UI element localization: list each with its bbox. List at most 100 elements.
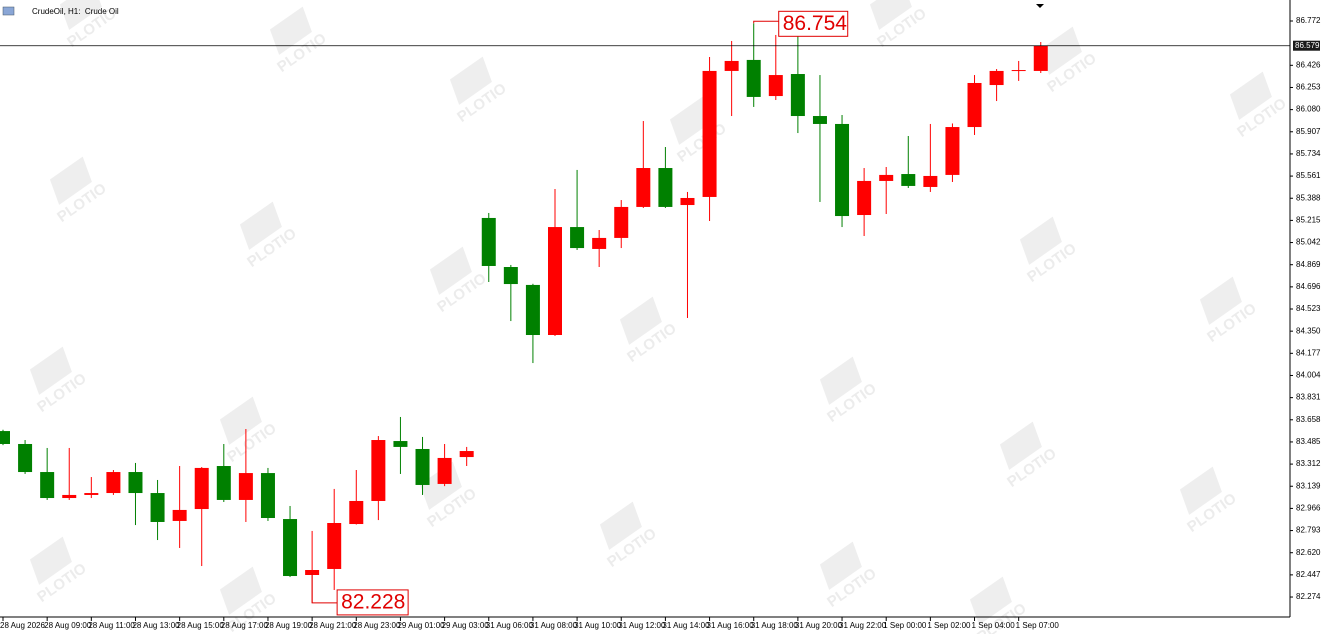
candle-body — [835, 123, 850, 217]
candle-body — [393, 441, 408, 447]
candle-body — [238, 473, 253, 500]
x-tick-label: 29 Aug 03:00 — [442, 621, 490, 630]
candle-body — [371, 440, 386, 501]
candle-body — [746, 59, 761, 97]
watermark-icon — [619, 296, 662, 345]
candle-body — [349, 500, 364, 525]
x-tick-label: 1 Sep 02:00 — [927, 621, 971, 630]
high-connector — [753, 20, 779, 24]
candle-body — [283, 519, 298, 577]
price-label: 86.579 — [1295, 41, 1320, 50]
candle-body — [128, 472, 143, 494]
x-tick-label: 31 Aug 10:00 — [574, 621, 622, 630]
high-label: 86.754 — [783, 12, 848, 35]
candle-body — [525, 284, 540, 336]
candle-body — [503, 267, 518, 285]
watermark-icon — [969, 576, 1012, 625]
watermark-icon — [599, 501, 642, 550]
y-tick-label: 83.312 — [1296, 459, 1321, 468]
watermark-icon — [29, 346, 72, 395]
candle-body — [18, 443, 33, 473]
candle-body — [879, 174, 894, 181]
candle-body — [901, 174, 916, 186]
y-tick-label: 82.793 — [1296, 526, 1321, 535]
watermark-icon — [1019, 216, 1062, 265]
y-tick-label: 85.561 — [1296, 171, 1321, 180]
low-label-box — [336, 589, 409, 616]
candle-body — [172, 509, 187, 521]
y-tick-label: 84.177 — [1296, 348, 1321, 357]
watermark-icon — [869, 0, 912, 30]
shift-marker — [1036, 4, 1044, 8]
watermark-icon — [1229, 71, 1272, 120]
watermark-icon — [1039, 26, 1082, 75]
watermark-icon — [59, 0, 102, 30]
watermark-icon — [269, 6, 312, 55]
x-tick-label: 28 Aug 2026 — [0, 621, 45, 630]
candle-body — [857, 180, 872, 216]
y-tick-label: 83.831 — [1296, 393, 1321, 402]
y-tick-label: 84.350 — [1296, 326, 1321, 335]
watermark-icon — [1179, 466, 1222, 515]
candle-body — [548, 227, 562, 336]
x-tick-label: 28 Aug 11:00 — [88, 621, 135, 630]
plot-area: 86.754 82.228 — [0, 10, 1290, 616]
y-tick-label: 85.042 — [1296, 238, 1321, 247]
watermark-icon — [49, 156, 92, 205]
candle-body — [106, 472, 121, 494]
candle-body — [812, 116, 827, 124]
candle-body — [459, 451, 474, 458]
candle-body — [790, 74, 805, 117]
x-tick-label: 31 Aug 06:00 — [486, 621, 534, 630]
y-tick-label: 86.426 — [1296, 60, 1321, 69]
candle-body — [194, 467, 209, 510]
x-tick-label: 31 Aug 22:00 — [839, 621, 887, 630]
watermark-icon — [819, 356, 862, 405]
candle-body — [614, 206, 629, 238]
candle-body — [437, 457, 452, 484]
candle-body — [327, 523, 342, 569]
candle-body — [305, 570, 320, 575]
x-tick-label: 29 Aug 01:00 — [397, 621, 445, 630]
candle-body — [1033, 45, 1048, 71]
x-tick-label: 28 Aug 23:00 — [353, 621, 401, 630]
x-tick-label: 1 Sep 04:00 — [972, 621, 1016, 630]
watermark-icon — [219, 566, 262, 615]
x-tick-label: 31 Aug 20:00 — [795, 621, 843, 630]
candle-body — [481, 217, 496, 266]
watermark-icon — [429, 246, 472, 295]
candle-body — [570, 227, 585, 249]
x-tick-label: 1 Sep 00:00 — [883, 621, 927, 630]
candle-body — [989, 70, 1004, 86]
low-label: 82.228 — [341, 590, 405, 613]
candle-body — [724, 60, 739, 71]
candle-body — [967, 82, 982, 128]
x-tick-label: 31 Aug 08:00 — [530, 621, 578, 630]
watermark-icon — [219, 396, 262, 445]
watermark-icon — [449, 56, 492, 105]
y-tick-label: 84.696 — [1296, 282, 1321, 291]
y-tick-label: 83.485 — [1296, 437, 1321, 446]
candle-body — [768, 75, 783, 97]
candle-body — [0, 431, 10, 444]
watermark-icon — [239, 201, 282, 250]
y-tick-label: 85.388 — [1296, 193, 1321, 202]
x-tick-label: 28 Aug 15:00 — [177, 621, 225, 630]
candle-body — [702, 70, 717, 197]
low-connector — [311, 572, 338, 604]
candle-body — [636, 168, 651, 207]
y-tick-label: 86.253 — [1296, 83, 1321, 92]
x-tick-label: 28 Aug 09:00 — [44, 621, 92, 630]
high-label-box — [778, 10, 849, 37]
x-tick-label: 28 Aug 21:00 — [309, 621, 357, 630]
candle-body — [62, 494, 77, 499]
candle-body — [84, 493, 99, 495]
candle-body — [40, 472, 55, 499]
watermark-icon — [29, 536, 72, 585]
x-tick-label: 28 Aug 17:00 — [221, 621, 269, 630]
watermark-icon — [1199, 276, 1242, 325]
x-tick-label: 28 Aug 19:00 — [265, 621, 313, 630]
y-tick-label: 85.734 — [1296, 149, 1321, 158]
candle-body — [923, 175, 938, 187]
